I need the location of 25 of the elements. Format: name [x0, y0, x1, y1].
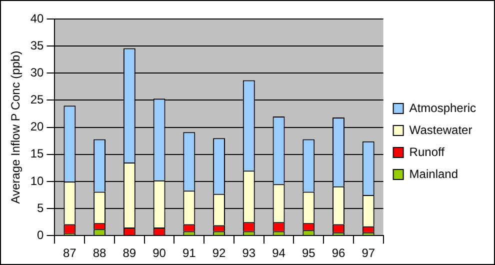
legend-label: Wastewater	[409, 122, 472, 137]
legend-label: Runoff	[409, 144, 446, 159]
y-tick-label: 25	[30, 92, 44, 107]
y-tick-label: 20	[30, 120, 44, 134]
legend-label: Mainland	[409, 166, 458, 181]
y-tick-label: 15	[30, 146, 44, 161]
y-axis-title: Average Inflow P Conc (ppb)	[8, 50, 23, 204]
x-tick-label: 97	[362, 246, 376, 260]
y-tick-label: 5	[37, 200, 44, 215]
x-tick-label: 92	[212, 246, 226, 260]
x-tick-label: 96	[332, 246, 346, 260]
legend-label: Atmospheric	[409, 100, 476, 115]
x-tick-label: 89	[122, 246, 136, 260]
y-tick-label: 30	[30, 65, 44, 80]
y-tick-label: 10	[30, 174, 44, 188]
x-tick-label: 87	[63, 246, 77, 260]
x-tick-label: 95	[302, 246, 316, 260]
y-tick-label: 0	[37, 228, 44, 242]
x-tick-label: 93	[242, 246, 256, 260]
y-tick-label: 40	[30, 11, 44, 26]
y-tick-label: 35	[30, 38, 44, 52]
x-tick-label: 88	[92, 246, 107, 260]
x-tick-label: 91	[182, 246, 196, 260]
x-tick-label: 90	[152, 246, 166, 260]
x-tick-label: 94	[272, 246, 286, 260]
